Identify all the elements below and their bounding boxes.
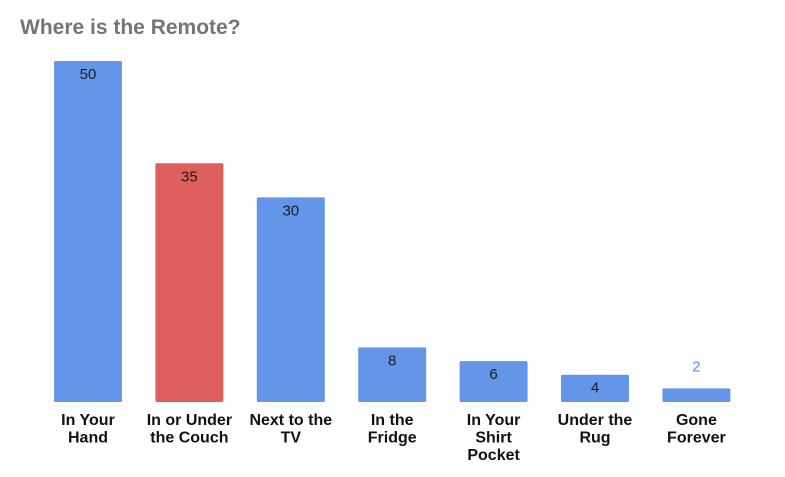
category-label-5: Under the Rug [558,412,633,447]
bar-5 [561,374,629,402]
bar-6 [662,388,731,402]
category-label-2: Next to the TV [249,412,332,447]
bar-4 [459,361,528,402]
bar-3 [358,347,427,402]
data-label-6: 2 [692,358,700,375]
category-label-6: Gone Forever [667,412,726,447]
category-label-4: In Your Shirt Pocket [467,412,521,464]
category-label-1: In or Under the Couch [147,412,232,447]
data-label-5: 4 [591,380,599,397]
data-label-3: 8 [388,352,396,369]
data-label-4: 6 [489,366,497,383]
bar-1 [155,163,224,402]
data-label-0: 50 [80,66,97,83]
category-label-0: In Your Hand [61,412,115,447]
category-label-3: In the Fridge [368,412,417,447]
chart-title: Where is the Remote? [20,16,241,39]
data-label-2: 30 [282,202,299,219]
data-label-1: 35 [181,168,198,185]
bar-2 [256,197,325,402]
bar-0 [54,61,122,402]
